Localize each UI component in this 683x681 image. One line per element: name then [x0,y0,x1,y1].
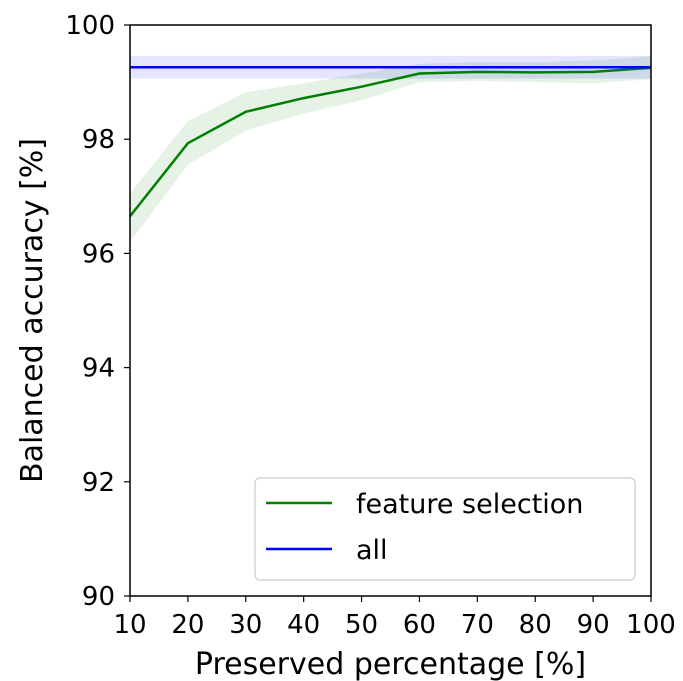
legend-box [254,477,636,581]
y-tick-label: 98 [82,125,115,155]
x-axis: 10 20 30 40 50 60 70 80 90 100 [113,596,676,640]
y-tick-label: 100 [65,11,115,41]
series-lines [129,66,652,218]
confidence-bands [130,55,651,242]
x-axis-label: Preserved percentage [%] [195,647,586,681]
x-tick-label: 30 [229,610,262,640]
confidence-band-feature-selection [130,56,651,242]
y-tick-label: 96 [82,239,115,269]
x-tick-label: 80 [519,610,552,640]
x-tick-label: 100 [626,610,676,640]
legend-label-feature-selection: feature selection [356,489,583,520]
legend: feature selection all [254,477,636,581]
y-tick-label: 90 [82,582,115,612]
x-tick-label: 60 [403,610,436,640]
y-axis: 90 92 94 96 98 100 [65,11,130,612]
y-axis-label: Balanced accuracy [%] [15,138,50,483]
plot-frame [129,24,652,597]
y-tick-label: 92 [82,468,115,498]
x-tick-label: 10 [113,610,146,640]
x-tick-label: 20 [171,610,204,640]
series-line-feature-selection [129,66,652,218]
y-tick-label: 94 [82,354,115,384]
x-tick-label: 50 [345,610,378,640]
x-tick-label: 90 [577,610,610,640]
x-tick-label: 40 [287,610,320,640]
legend-label-all: all [356,535,388,566]
x-tick-label: 70 [461,610,494,640]
